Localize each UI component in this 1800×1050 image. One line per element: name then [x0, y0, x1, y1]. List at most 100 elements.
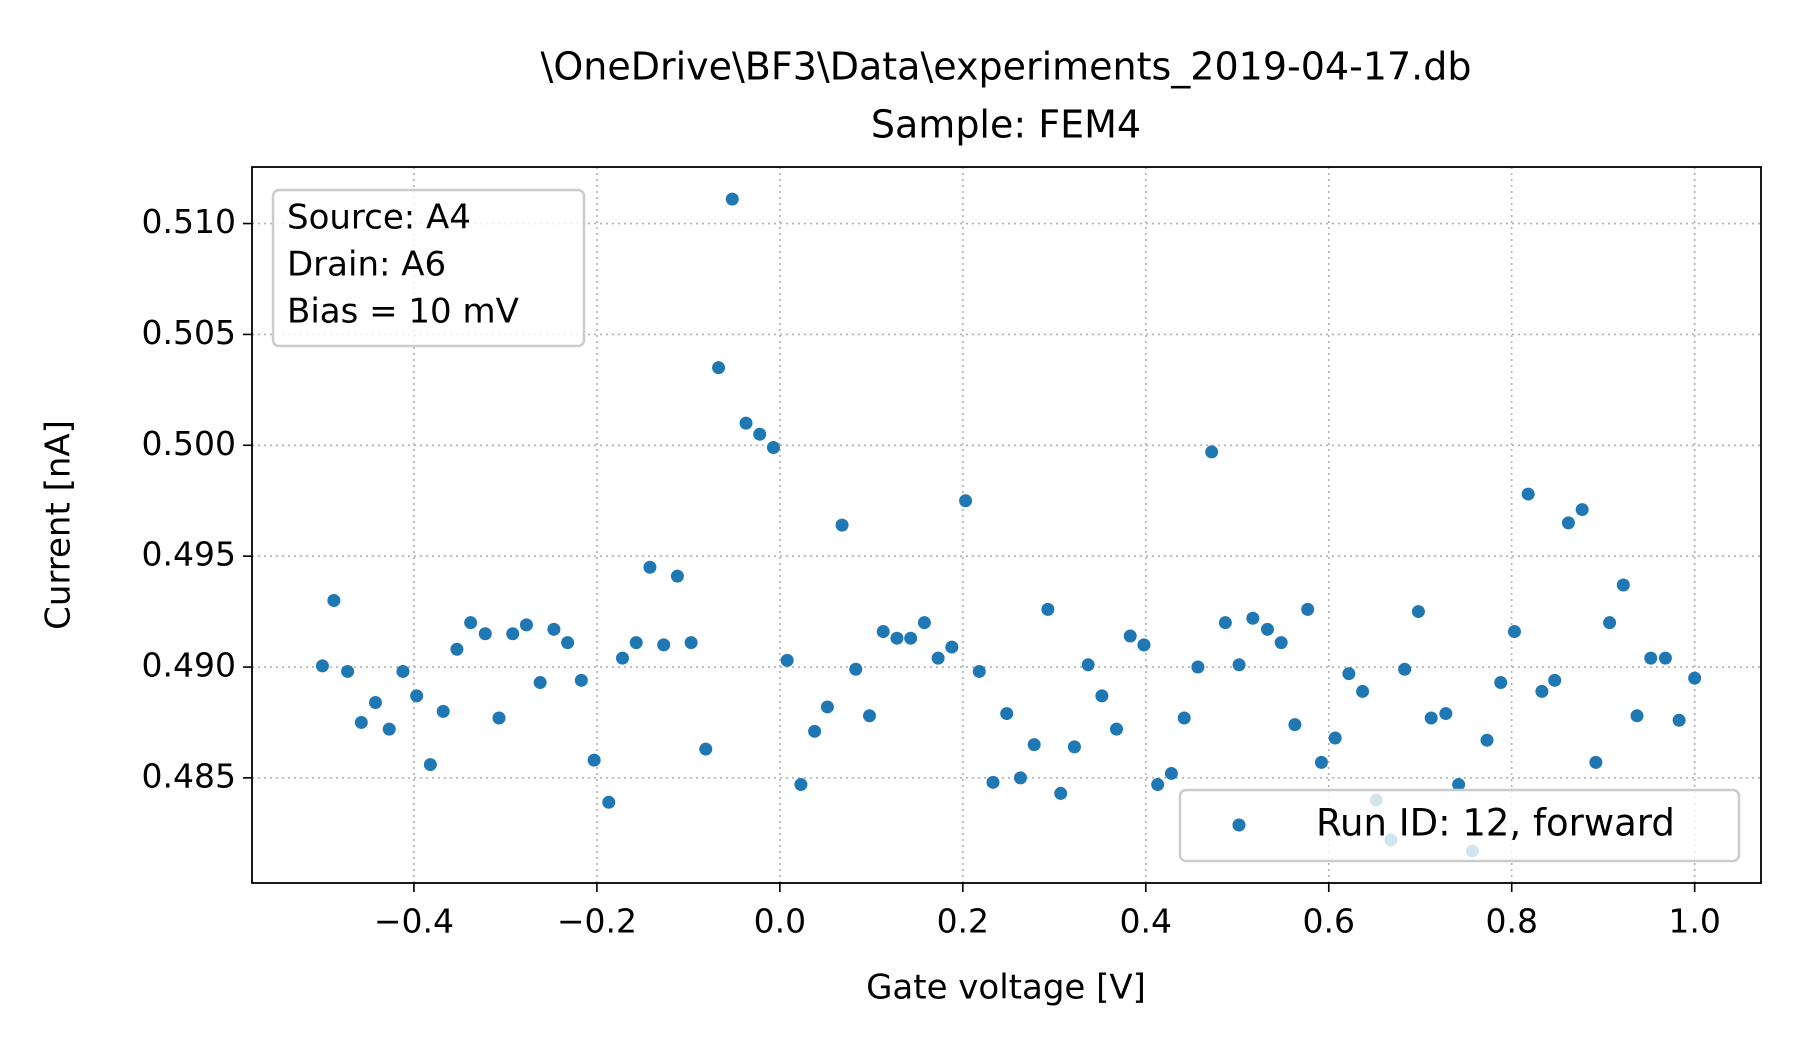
data-point [1095, 689, 1109, 703]
data-point [1424, 711, 1438, 725]
data-point [315, 659, 329, 673]
data-point [945, 640, 959, 654]
data-point [354, 715, 368, 729]
x-tick-label: 1.0 [1668, 902, 1720, 941]
data-point [423, 758, 437, 772]
data-point [396, 664, 410, 678]
data-point [1480, 733, 1494, 747]
data-point [1356, 684, 1370, 698]
data-point [1137, 638, 1151, 652]
data-point [1218, 616, 1232, 630]
data-point [931, 651, 945, 665]
data-point [1688, 671, 1702, 685]
data-point [1274, 636, 1288, 650]
data-point [327, 594, 341, 608]
data-point [1164, 766, 1178, 780]
data-point [1644, 651, 1658, 665]
x-tick-label: 0.4 [1120, 902, 1172, 941]
data-point [794, 778, 808, 792]
y-tick-label: 0.505 [142, 313, 236, 352]
data-point [739, 416, 753, 430]
data-point [863, 709, 877, 723]
annotation-text: Bias = 10 mV [287, 292, 519, 332]
data-point [1630, 709, 1644, 723]
data-point [1589, 755, 1603, 769]
data-point [1616, 578, 1630, 592]
x-tick-label: −0.4 [374, 902, 454, 941]
legend-marker [1232, 818, 1246, 832]
data-point [382, 722, 396, 736]
y-tick-label: 0.485 [142, 756, 236, 795]
data-point [1110, 722, 1124, 736]
data-point [1123, 629, 1137, 643]
data-point [1246, 611, 1260, 625]
annotation-text: Drain: A6 [287, 245, 446, 285]
data-point [972, 664, 986, 678]
y-tick-label: 0.500 [142, 424, 236, 463]
data-point [657, 638, 671, 652]
x-tick-label: 0.2 [937, 902, 989, 941]
data-point [808, 724, 822, 738]
x-tick-label: 0.0 [754, 902, 806, 941]
data-point [1342, 667, 1356, 681]
plot-frame [251, 166, 1762, 884]
data-point [450, 642, 464, 656]
data-point [917, 616, 931, 630]
data-point [712, 361, 726, 375]
data-point [643, 560, 657, 574]
data-point [519, 618, 533, 632]
data-point [684, 636, 698, 650]
data-point [904, 631, 918, 645]
data-point [1260, 622, 1274, 636]
data-point [890, 631, 904, 645]
annotation-text: Source: A4 [287, 198, 471, 238]
data-point [616, 651, 630, 665]
y-tick-label: 0.510 [142, 202, 236, 241]
data-point [1013, 771, 1027, 785]
data-point [849, 662, 863, 676]
data-point [1027, 738, 1041, 752]
data-point [1575, 503, 1589, 517]
data-point [1561, 516, 1575, 530]
data-point [1672, 713, 1686, 727]
x-tick-label: −0.2 [557, 902, 637, 941]
data-point [1452, 778, 1466, 792]
data-point [1314, 755, 1328, 769]
data-point [1658, 651, 1672, 665]
y-tick-label: 0.495 [142, 535, 236, 574]
data-point [1151, 778, 1165, 792]
data-point [1603, 616, 1617, 630]
legend-box [1178, 788, 1741, 863]
data-point [1548, 673, 1562, 687]
data-point [699, 742, 713, 756]
data-point [1411, 605, 1425, 619]
data-point [1177, 711, 1191, 725]
data-point [1205, 445, 1219, 459]
data-point [1507, 625, 1521, 639]
data-point [725, 192, 739, 206]
data-point [1000, 707, 1014, 721]
data-point [1191, 660, 1205, 674]
chart-subtitle: Sample: FEM4 [871, 103, 1141, 147]
data-point [369, 696, 383, 710]
x-tick-label: 0.6 [1303, 902, 1355, 941]
data-point [1067, 740, 1081, 754]
y-axis-label: Current [nA] [39, 420, 79, 630]
data-point [1398, 662, 1412, 676]
data-point [478, 627, 492, 641]
data-point [835, 518, 849, 532]
data-point [410, 689, 424, 703]
data-point [341, 664, 355, 678]
data-point [959, 494, 973, 508]
data-point [780, 653, 794, 667]
data-point [820, 700, 834, 714]
data-point [766, 441, 780, 455]
data-point [587, 753, 601, 767]
data-point [506, 627, 520, 641]
data-point [436, 704, 450, 718]
x-tick-label: 0.8 [1485, 902, 1537, 941]
data-point [574, 673, 588, 687]
data-point [492, 711, 506, 725]
data-point [1041, 602, 1055, 616]
